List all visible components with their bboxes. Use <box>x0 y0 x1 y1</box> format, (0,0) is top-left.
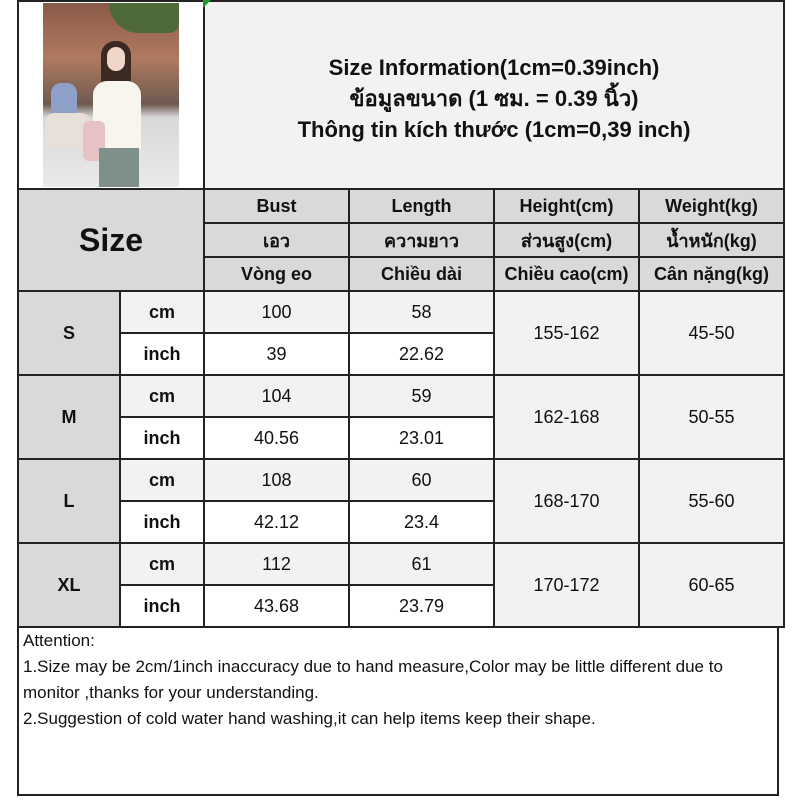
unit-inch: inch <box>119 332 205 376</box>
product-photo <box>43 3 179 187</box>
product-photo-cell <box>17 0 205 190</box>
table-row: inch 43.68 23.79 <box>18 584 784 628</box>
attention-heading: Attention: <box>23 631 95 650</box>
attention-line-1: 1.Size may be 2cm/1inch inaccuracy due t… <box>23 657 728 702</box>
corner-marker-icon <box>203 0 211 8</box>
size-chart-table: Size Information(1cm=0.39inch) ข้อมูลขนา… <box>17 0 785 628</box>
length-inch: 23.4 <box>348 500 495 544</box>
table-row: M cm 104 59 162-168 50-55 <box>17 374 785 460</box>
col-length-th: ความยาว <box>348 222 495 258</box>
weight-range: 50-55 <box>638 374 785 460</box>
size-label: M <box>17 374 121 460</box>
table-row: S cm 100 58 155-162 45-50 <box>17 290 785 376</box>
table-row: L cm 108 60 168-170 55-60 <box>17 458 785 544</box>
col-weight-vi: Cân nặng(kg) <box>638 256 785 292</box>
weight-range: 60-65 <box>638 542 785 628</box>
weight-range: 45-50 <box>638 290 785 376</box>
bust-cm: 104 <box>203 374 350 418</box>
length-inch: 22.62 <box>348 332 495 376</box>
height-range: 168-170 <box>493 458 640 544</box>
height-range: 155-162 <box>493 290 640 376</box>
col-height-th: ส่วนสูง(cm) <box>493 222 640 258</box>
title-en: Size Information(1cm=0.39inch) <box>328 55 660 80</box>
unit-inch: inch <box>119 500 205 544</box>
unit-cm: cm <box>119 374 205 418</box>
title-th: ข้อมูลขนาด (1 ซม. = 0.39 นิ้ว) <box>349 86 639 111</box>
title-vi: Thông tin kích thước (1cm=0,39 inch) <box>297 117 691 142</box>
bust-cm: 100 <box>203 290 350 334</box>
col-height-vi: Chiều cao(cm) <box>493 256 640 292</box>
col-length-vi: Chiều dài <box>348 256 495 292</box>
height-range: 162-168 <box>493 374 640 460</box>
length-inch: 23.79 <box>348 584 495 628</box>
col-length-en: Length <box>348 188 495 224</box>
unit-inch: inch <box>119 584 205 628</box>
table-row: XL cm 112 61 170-172 60-65 <box>17 542 785 628</box>
weight-range: 55-60 <box>638 458 785 544</box>
col-bust-vi: Vòng eo <box>203 256 350 292</box>
unit-cm: cm <box>119 290 205 334</box>
unit-cm: cm <box>119 542 205 586</box>
length-inch: 23.01 <box>348 416 495 460</box>
bust-cm: 112 <box>203 542 350 586</box>
bust-inch: 42.12 <box>203 500 350 544</box>
size-label: L <box>17 458 121 544</box>
attention-line-2: 2.Suggestion of cold water hand washing,… <box>23 709 596 728</box>
unit-inch: inch <box>119 416 205 460</box>
bust-inch: 43.68 <box>203 584 350 628</box>
bust-cm: 108 <box>203 458 350 502</box>
col-height-en: Height(cm) <box>493 188 640 224</box>
attention-note: Attention: 1.Size may be 2cm/1inch inacc… <box>17 626 779 796</box>
table-row: inch 40.56 23.01 <box>18 416 784 460</box>
unit-cm: cm <box>119 458 205 502</box>
col-weight-en: Weight(kg) <box>638 188 785 224</box>
table-row: inch 39 22.62 <box>18 332 784 376</box>
table-row: inch 42.12 23.4 <box>18 500 784 544</box>
size-info-title: Size Information(1cm=0.39inch) ข้อมูลขนา… <box>203 0 785 190</box>
length-cm: 58 <box>348 290 495 334</box>
size-label: XL <box>17 542 121 628</box>
height-range: 170-172 <box>493 542 640 628</box>
col-bust-en: Bust <box>203 188 350 224</box>
size-label: S <box>17 290 121 376</box>
size-header: Size <box>17 188 205 292</box>
length-cm: 60 <box>348 458 495 502</box>
length-cm: 61 <box>348 542 495 586</box>
length-cm: 59 <box>348 374 495 418</box>
col-bust-th: เอว <box>203 222 350 258</box>
bust-inch: 40.56 <box>203 416 350 460</box>
bust-inch: 39 <box>203 332 350 376</box>
col-weight-th: น้ำหนัก(kg) <box>638 222 785 258</box>
